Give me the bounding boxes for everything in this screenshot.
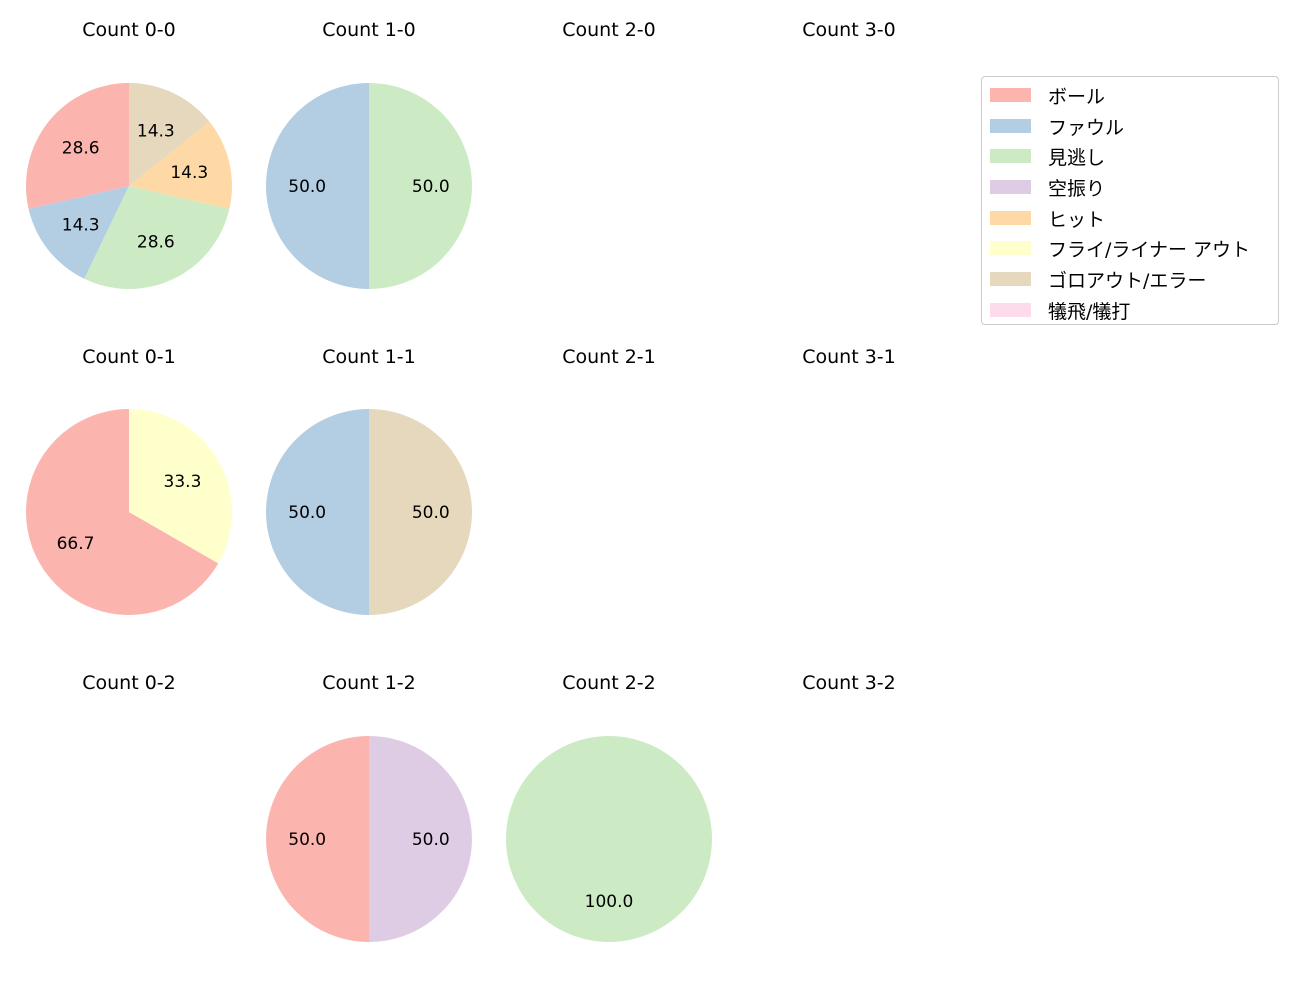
pie-slice — [25, 83, 129, 209]
legend-swatch — [990, 180, 1031, 195]
slice-label: 50.0 — [412, 830, 450, 850]
pie-title: Count 3-2 — [802, 672, 896, 694]
pie-title: Count 0-0 — [82, 19, 176, 41]
pie-slice — [369, 409, 472, 615]
legend-label: ボール — [1048, 86, 1106, 108]
legend: ボールファウル見逃し空振りヒットフライ/ライナー アウト ゴロアウト/エラー 犠飛/… — [981, 76, 1279, 325]
legend-swatch — [990, 272, 1031, 287]
legend-label: 見逃し — [1048, 147, 1106, 170]
legend-item: ヒット — [982, 204, 1278, 235]
pie-slice — [266, 409, 369, 615]
pie-slice — [84, 186, 230, 289]
legend-item: ボール — [982, 81, 1278, 112]
pie-slice — [369, 736, 472, 942]
legend-item: ゴロアウト/エラー — [982, 265, 1278, 296]
pie-title: Count 3-0 — [802, 19, 896, 41]
pie-slice — [129, 409, 233, 564]
slice-label: 28.6 — [137, 233, 175, 253]
slice-label: 14.3 — [170, 163, 208, 183]
pie-title: Count 3-1 — [802, 346, 896, 368]
pie-title: Count 0-2 — [82, 672, 176, 694]
legend-item: フライ/ライナー アウト — [982, 234, 1278, 265]
pie-slice — [129, 83, 210, 186]
legend-label: 犠飛/犠打 — [1048, 300, 1131, 323]
slice-label: 50.0 — [288, 503, 326, 523]
slice-label: 50.0 — [288, 177, 326, 197]
pie-title: Count 1-1 — [322, 346, 416, 368]
legend-swatch — [990, 88, 1031, 102]
slice-label: 50.0 — [288, 830, 326, 850]
slice-label: 66.7 — [57, 534, 95, 554]
pie-title: Count 2-0 — [562, 19, 656, 41]
legend-label: ヒット — [1048, 208, 1106, 231]
slice-label: 50.0 — [412, 503, 450, 523]
legend-item: 見逃し — [982, 142, 1278, 173]
pie-title: Count 1-2 — [322, 672, 416, 694]
slice-label: 14.3 — [62, 216, 100, 236]
legend-item: 空振り — [982, 173, 1278, 204]
legend-label: フライ/ライナー アウト — [1048, 239, 1251, 262]
legend-item: ファウル — [982, 112, 1278, 143]
pie-title: Count 1-0 — [322, 19, 416, 41]
legend-swatch — [990, 302, 1031, 317]
pie-slice — [266, 83, 369, 289]
slice-label: 14.3 — [137, 121, 175, 141]
pie-title: Count 2-1 — [562, 346, 656, 368]
pie-title: Count 0-1 — [82, 346, 176, 368]
slice-label: 100.0 — [585, 892, 634, 912]
legend-swatch — [990, 210, 1031, 225]
pie-slice — [506, 736, 712, 942]
pie-slice — [129, 121, 232, 209]
legend-swatch — [990, 241, 1031, 256]
pie-slice — [26, 409, 219, 615]
slice-label: 33.3 — [164, 472, 202, 492]
legend-swatch — [990, 149, 1031, 164]
pie-title: Count 2-2 — [562, 672, 656, 694]
legend-swatch — [990, 118, 1031, 133]
legend-label: ゴロアウト/エラー — [1048, 270, 1207, 293]
pie-slice — [28, 186, 129, 279]
legend-label: ファウル — [1048, 116, 1125, 139]
legend-label: 空振り — [1048, 178, 1106, 201]
legend-item: 犠飛/犠打 — [982, 296, 1278, 327]
pie-slice — [266, 736, 369, 942]
slice-label: 28.6 — [62, 138, 100, 158]
pie-slice — [369, 83, 472, 289]
slice-label: 50.0 — [412, 177, 450, 197]
